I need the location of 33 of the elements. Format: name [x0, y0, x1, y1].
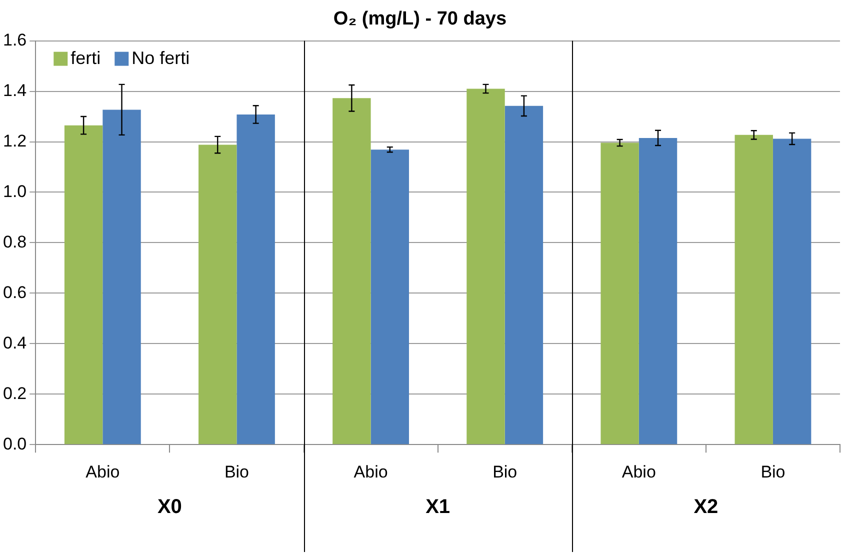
legend-label: ferti	[70, 48, 101, 68]
bar	[600, 142, 639, 444]
y-tick-label: 1.6	[2, 30, 27, 50]
bar	[772, 138, 812, 444]
bar	[64, 125, 103, 444]
bar	[466, 88, 505, 444]
y-tick-label: 0.4	[2, 333, 27, 352]
bar	[504, 106, 544, 444]
bar	[370, 150, 409, 444]
bar	[198, 144, 237, 444]
bar	[734, 134, 773, 444]
y-tick-label: 0.0	[2, 434, 27, 454]
text: X1	[426, 496, 450, 518]
x-tick-label: Abio	[622, 462, 656, 482]
x-tick-label: Bio	[492, 462, 518, 482]
x-tick-label: Abio	[354, 462, 388, 482]
text: X0	[157, 496, 182, 518]
y-tick-label: 1.2	[2, 131, 27, 150]
y-tick-label: 1.4	[2, 80, 27, 100]
chart-title: O₂ (mg/L) - 70 days	[333, 8, 507, 30]
legend-label: No ferti	[132, 48, 190, 68]
bar	[638, 138, 678, 444]
bar	[236, 114, 275, 444]
y-tick-label: 0.6	[2, 282, 27, 302]
bar	[102, 110, 141, 444]
y-tick-label: 0.2	[2, 384, 27, 403]
y-tick-label: 1.0	[2, 182, 27, 201]
text: X2	[694, 496, 718, 518]
x-tick-label: Abio	[86, 462, 120, 482]
x-tick-label: Bio	[760, 462, 786, 482]
y-tick-label: 0.8	[2, 232, 27, 252]
bar	[332, 98, 371, 444]
x-tick-label: Bio	[224, 462, 250, 482]
